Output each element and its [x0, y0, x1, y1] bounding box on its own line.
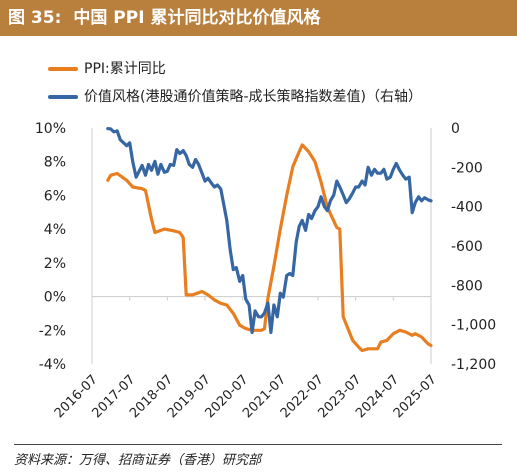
y-right-tick-label-6: -1,200	[451, 357, 496, 373]
y-left-tick-label-3: 4%	[44, 222, 66, 238]
y-right-tick-label-0: 0	[451, 121, 460, 137]
legend-swatch-spread	[48, 95, 78, 99]
chart-series	[106, 127, 433, 353]
legend-label-spread: 价值风格(港股通价值策略-成长策略指数差值)（右轴）	[84, 89, 422, 105]
source-note: 资料来源：万得、招商证券（香港）研究部	[14, 453, 262, 468]
figure-title: 中国 PPI 累计同比对比价值风格	[73, 8, 321, 28]
y-right-tick-label-5: -1,000	[451, 318, 496, 334]
y-right-tick-label-2: -400	[451, 200, 483, 216]
y-left-tick-label-7: -4%	[39, 357, 66, 373]
y-right-tick-label-4: -800	[451, 278, 483, 294]
legend-swatch-ppi	[48, 67, 78, 71]
series-line-1	[106, 127, 433, 335]
y-left-tick-label-4: 2%	[44, 256, 66, 272]
y-left-tick-label-0: 10%	[35, 121, 66, 137]
chart-axes	[91, 128, 432, 364]
figure-number: 图 35:	[8, 8, 62, 28]
figure-title-bar: 图 35: 中国 PPI 累计同比对比价值风格	[0, 0, 517, 36]
legend-item-spread: 价值风格(港股通价值策略-成长策略指数差值)（右轴）	[48, 86, 422, 106]
footer-divider	[14, 444, 502, 445]
y-left-tick-label-2: 6%	[44, 188, 66, 204]
y-right-tick-label-1: -200	[451, 160, 483, 176]
legend-label-ppi: PPI:累计同比	[84, 61, 166, 77]
chart-tick-labels: 10% 8% 6% 4% 2% 0% -2% -4% 0 -200 -400 -600 -800 -1,0…	[35, 121, 496, 421]
y-left-tick-label-1: 8%	[44, 155, 66, 171]
series-line-0	[106, 143, 433, 353]
legend-item-ppi: PPI:累计同比	[48, 58, 166, 78]
y-left-tick-label-5: 0%	[44, 290, 66, 306]
y-right-tick-label-3: -600	[451, 239, 483, 255]
y-left-tick-label-6: -2%	[39, 323, 66, 339]
